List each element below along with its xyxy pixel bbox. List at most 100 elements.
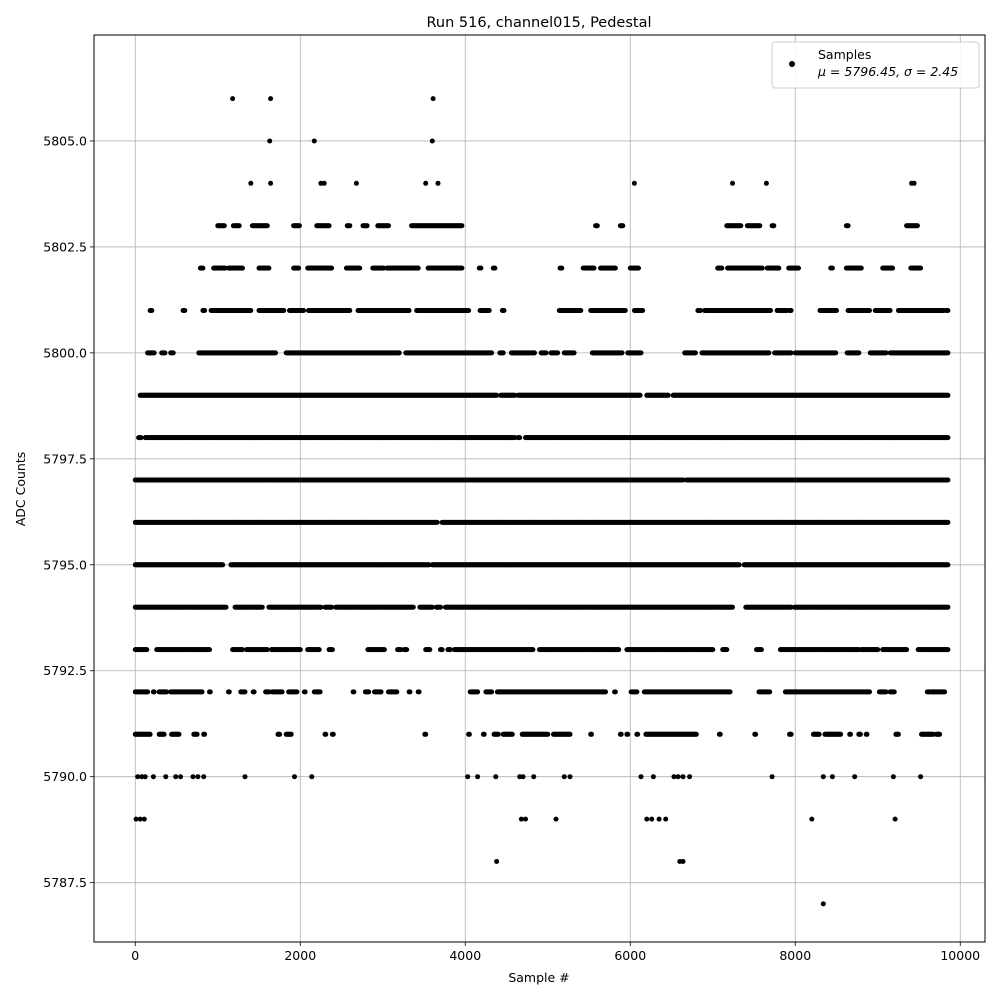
data-point [632,181,637,186]
data-point [657,817,662,822]
data-point [327,223,332,228]
data-point [178,774,183,779]
data-point [354,181,359,186]
data-point [796,266,801,271]
data-point [945,308,950,313]
data-point [431,96,436,101]
data-point [502,308,507,313]
data-point [143,774,148,779]
data-point [768,308,773,313]
data-point [459,266,464,271]
data-point [397,350,402,355]
data-point [201,774,206,779]
data-point [789,308,794,313]
data-point [918,266,923,271]
data-point [267,139,272,144]
data-point [945,478,950,483]
data-point [676,774,681,779]
data-point [644,817,649,822]
data-point [163,774,168,779]
data-point [195,774,200,779]
data-point [309,774,314,779]
data-point [493,774,498,779]
data-point [945,435,950,440]
data-point [945,350,950,355]
data-point [142,817,147,822]
data-point [651,774,656,779]
data-point [890,266,895,271]
data-point [487,308,492,313]
data-point [776,266,781,271]
data-point [273,350,278,355]
data-point [301,308,306,313]
data-point [639,774,644,779]
data-point [162,350,167,355]
data-point [191,774,196,779]
data-point [568,774,573,779]
data-point [501,350,506,355]
data-point [281,308,286,313]
data-point [266,266,271,271]
data-point [623,308,628,313]
data-point [489,350,494,355]
data-point [918,774,923,779]
data-point [365,223,370,228]
data-point [407,308,412,313]
data-point [152,350,157,355]
data-point [230,96,235,101]
data-point [578,308,583,313]
data-point [200,266,205,271]
data-point [649,817,654,822]
data-point [915,223,920,228]
data-point [760,266,765,271]
data-point [856,350,861,355]
data-point [757,223,762,228]
data-point [620,350,625,355]
data-point [292,774,297,779]
data-point [666,393,671,398]
data-point [248,181,253,186]
data-point [466,308,471,313]
data-point [595,223,600,228]
data-point [681,859,686,864]
data-point [559,266,564,271]
data-point [265,223,270,228]
data-point [640,308,645,313]
data-point [613,266,618,271]
data-point [151,774,156,779]
data-point [572,350,577,355]
data-point [830,774,835,779]
data-point [347,223,352,228]
data-point [423,181,428,186]
data-point [243,774,248,779]
data-point [693,350,698,355]
data-point [554,817,559,822]
data-point [738,223,743,228]
data-point [562,774,567,779]
data-point [171,350,176,355]
data-point [517,435,522,440]
data-point [248,308,253,313]
data-point [240,266,245,271]
data-point [436,181,441,186]
data-points [133,96,951,906]
data-point [322,181,327,186]
data-point [416,266,421,271]
data-point [478,266,483,271]
data-point [532,350,537,355]
data-point [347,308,352,313]
data-point [592,266,597,271]
data-point [465,774,470,779]
data-point [494,859,499,864]
data-point [312,139,317,144]
data-point [766,350,771,355]
data-point [149,308,154,313]
data-point [663,817,668,822]
data-point [770,774,775,779]
data-point [182,308,187,313]
data-point [296,266,301,271]
data-point [620,223,625,228]
data-point [475,774,480,779]
data-point [268,96,273,101]
data-point [523,817,528,822]
